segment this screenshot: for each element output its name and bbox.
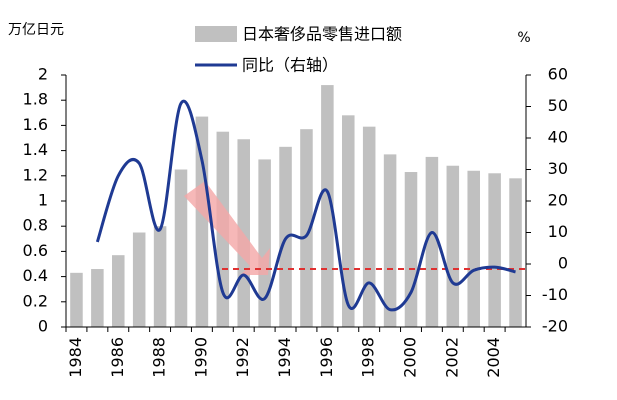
bar bbox=[321, 85, 334, 327]
bar bbox=[509, 178, 522, 327]
line bbox=[95, 99, 516, 312]
y2-tick-label: 10 bbox=[548, 222, 568, 241]
bar bbox=[132, 232, 146, 327]
bar bbox=[446, 165, 460, 327]
y2-tick-label: 50 bbox=[548, 96, 568, 115]
y2-tick-label: 60 bbox=[548, 65, 568, 84]
bar bbox=[404, 172, 418, 327]
x-tick-label: 1986 bbox=[108, 337, 127, 378]
bar bbox=[467, 170, 480, 327]
x-tick-label: 1988 bbox=[150, 337, 169, 378]
bar bbox=[383, 154, 397, 327]
y2-tick-label: -20 bbox=[542, 317, 568, 336]
bar bbox=[153, 226, 167, 327]
x-tick-label: 1992 bbox=[233, 337, 252, 378]
bar bbox=[342, 115, 355, 327]
y2-tick-label: 40 bbox=[548, 128, 568, 147]
y-tick-label: 0.8 bbox=[23, 216, 48, 235]
bar bbox=[258, 159, 271, 327]
bar bbox=[70, 272, 83, 327]
y-tick-label: 0.4 bbox=[23, 266, 48, 285]
y-tick-label: 2 bbox=[38, 65, 48, 84]
trend-arrow bbox=[184, 181, 270, 275]
legend-label: 同比（右轴） bbox=[242, 56, 338, 75]
x-tick-label: 1998 bbox=[359, 337, 378, 378]
left-axis-label: 万亿日元 bbox=[8, 22, 64, 38]
y-tick-label: 1 bbox=[38, 191, 48, 210]
y2-tick-label: -10 bbox=[542, 285, 568, 304]
legend-label: 日本奢侈品零售进口额 bbox=[242, 25, 402, 44]
y-tick-label: 1.8 bbox=[23, 90, 48, 109]
bar bbox=[425, 156, 439, 327]
y-tick-label: 1.2 bbox=[23, 165, 48, 184]
bar bbox=[300, 129, 313, 327]
bar bbox=[362, 126, 376, 327]
y-tick-label: 1.4 bbox=[23, 140, 48, 159]
right-axis-label: % bbox=[517, 30, 530, 46]
x-tick-label: 2000 bbox=[401, 337, 420, 378]
y-tick-label: 0.2 bbox=[23, 291, 48, 310]
bar bbox=[237, 139, 250, 327]
bar bbox=[112, 255, 125, 327]
legend-swatch-bar bbox=[195, 26, 237, 42]
y-tick-label: 0.6 bbox=[23, 241, 48, 260]
y2-tick-label: 0 bbox=[558, 254, 568, 273]
x-tick-label: 1996 bbox=[317, 337, 336, 378]
x-tick-label: 1984 bbox=[66, 337, 85, 378]
bar bbox=[91, 269, 104, 327]
y2-tick-label: 20 bbox=[548, 191, 568, 210]
x-tick-label: 2004 bbox=[484, 337, 503, 378]
x-tick-label: 1994 bbox=[275, 337, 294, 378]
y2-tick-label: 30 bbox=[548, 159, 568, 178]
x-tick-label: 1990 bbox=[191, 337, 210, 378]
y-tick-label: 1.6 bbox=[23, 115, 48, 134]
bar bbox=[195, 116, 209, 327]
y-tick-label: 0 bbox=[38, 317, 48, 336]
bar bbox=[174, 169, 188, 327]
bar bbox=[488, 173, 501, 327]
x-tick-label: 2002 bbox=[442, 337, 461, 378]
